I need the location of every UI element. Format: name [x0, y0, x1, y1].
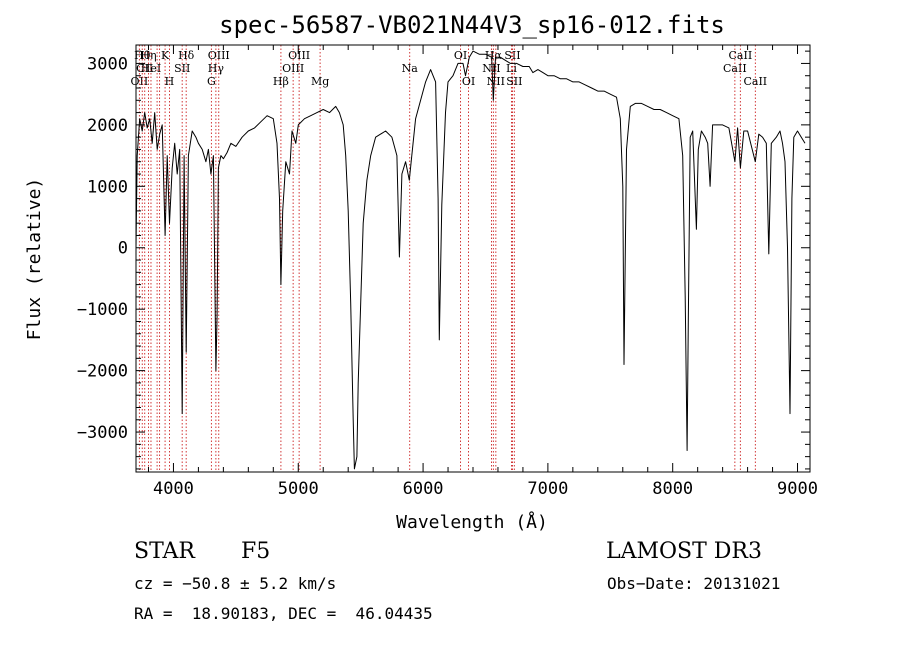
spectral-line-label: Li [506, 62, 517, 75]
spectral-line-label: SII [506, 75, 522, 88]
spectral-line-label: H [165, 75, 175, 88]
y-tick-label: −1000 [77, 300, 128, 320]
x-axis-label: Wavelength (Å) [396, 511, 548, 533]
y-tick-label: 1000 [87, 177, 128, 197]
spectral-line-label: CaII [729, 49, 753, 62]
spectral-line-label: OII [131, 75, 149, 88]
spectrum-series-line [135, 50, 806, 470]
spectral-line-label: SII [504, 49, 520, 62]
plot-area: OIIHθCIIHηHeIKHSIIHδGHγOIIIHβOIIIOIIIMgN… [77, 44, 818, 499]
spectral-line-label: HeI [141, 62, 161, 75]
spectral-line-label: OIII [288, 49, 310, 62]
obs-date-text: Obs−Date: 20131021 [607, 574, 781, 593]
x-tick-label: 7000 [527, 479, 568, 499]
x-tick-label: 4000 [153, 479, 194, 499]
spectral-line-label: Hδ [178, 49, 195, 62]
spectral-line-label: OI [454, 49, 467, 62]
coordinates-text: RA = 18.90183, DEC = 46.04435 [134, 604, 433, 623]
spectral-line-label: CaII [743, 75, 767, 88]
x-tick-label: 6000 [403, 479, 444, 499]
spectral-line-label: Hγ [208, 62, 225, 75]
y-tick-label: −2000 [77, 362, 128, 382]
survey-name: LAMOST DR3 [606, 539, 762, 564]
spectral-line-label: Hη [140, 49, 156, 62]
spectral-line-label: NII [487, 75, 505, 88]
spectral-line-label: CII [136, 62, 153, 75]
x-tick-label: 9000 [777, 479, 818, 499]
spectral-line-label: Mg [311, 75, 329, 88]
y-tick-label: 0 [118, 239, 128, 259]
object-subclass: F5 [241, 539, 271, 564]
spectral-line-label: SII [174, 62, 190, 75]
spectral-line-label: OIII [208, 49, 230, 62]
spectral-line-label: OIII [282, 62, 304, 75]
spectral-line-label: Hθ [134, 49, 151, 62]
spectral-line-label: CaII [723, 62, 747, 75]
y-tick-label: −3000 [77, 423, 128, 443]
spectral-line-label: Na [402, 62, 419, 75]
spectral-line-label: K [161, 49, 170, 62]
y-tick-label: 2000 [87, 116, 128, 136]
y-axis-label: Flux (relative) [24, 178, 45, 341]
spectral-line-label: G [207, 75, 216, 88]
chart-title: spec-56587-VB021N44V3_sp16-012.fits [219, 11, 725, 39]
object-class: STAR [134, 539, 195, 564]
plot-frame [135, 44, 811, 473]
spectral-line-label: Hβ [273, 75, 289, 88]
x-tick-label: 8000 [652, 479, 693, 499]
y-tick-label: 3000 [87, 54, 128, 74]
redshift-text: cz = −50.8 ± 5.2 km/s [134, 574, 337, 593]
spectral-line-label: NII [482, 62, 500, 75]
spectral-line-label: Hα [485, 49, 503, 62]
x-tick-label: 5000 [278, 479, 319, 499]
spectral-line-label: OI [462, 75, 475, 88]
